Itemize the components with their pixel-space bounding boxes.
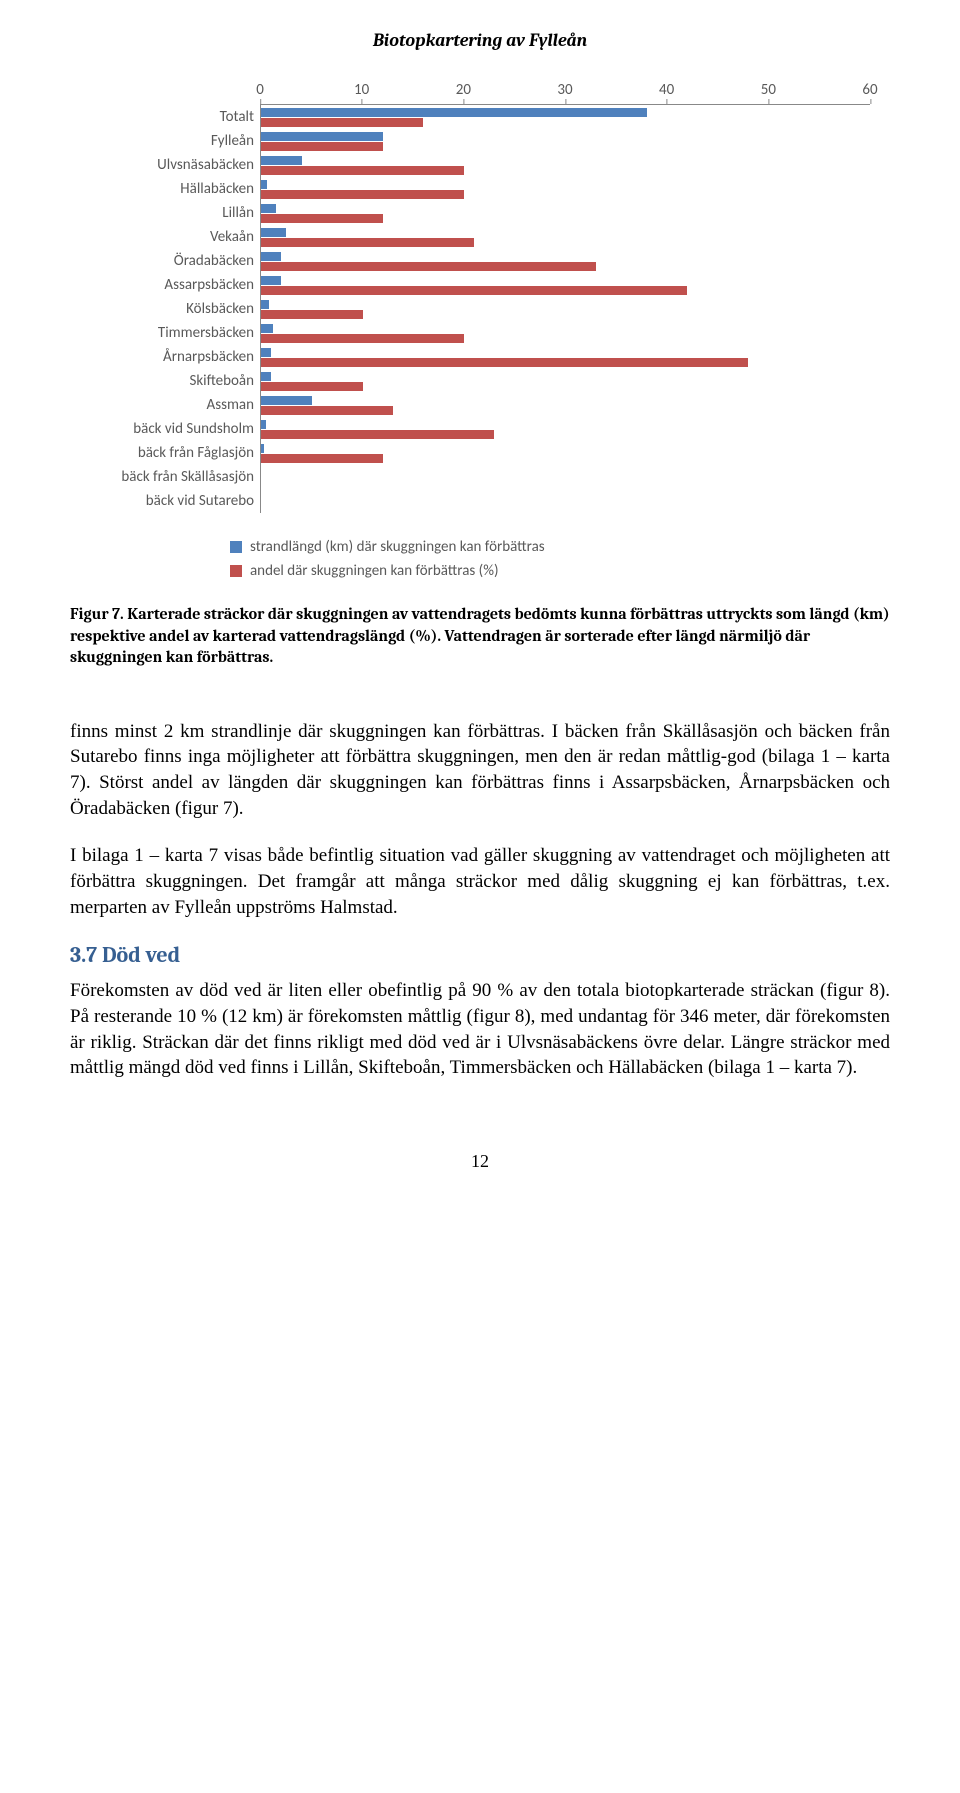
bar-row	[261, 369, 870, 393]
bar-s1	[261, 276, 281, 285]
bar-s1	[261, 396, 312, 405]
bar-s2	[261, 334, 464, 343]
bar-s1	[261, 300, 269, 309]
category-label: Öradabäcken	[90, 249, 254, 273]
bar-s2	[261, 190, 464, 199]
bar-s2	[261, 166, 464, 175]
bar-row	[261, 297, 870, 321]
bar-row	[261, 129, 870, 153]
bar-row	[261, 201, 870, 225]
bar-s2	[261, 118, 423, 127]
category-label: Kölsbäcken	[90, 297, 254, 321]
bar-row	[261, 441, 870, 465]
bar-row	[261, 249, 870, 273]
category-label: Vekaån	[90, 225, 254, 249]
x-tick: 20	[456, 81, 471, 99]
bar-s2	[261, 262, 596, 271]
bar-s1	[261, 180, 267, 189]
bar-s2	[261, 214, 383, 223]
bar-row	[261, 273, 870, 297]
legend-item: andel där skuggningen kan förbättras (%)	[230, 562, 730, 580]
bar-s2	[261, 238, 474, 247]
x-tick: 40	[659, 81, 674, 99]
bar-s2	[261, 406, 393, 415]
x-tick: 30	[557, 81, 572, 99]
bar-s2	[261, 142, 383, 151]
bar-s1	[261, 228, 286, 237]
bar-s1	[261, 252, 281, 261]
category-label: Lillån	[90, 201, 254, 225]
legend-swatch	[230, 565, 242, 577]
x-tick: 10	[354, 81, 369, 99]
x-tick: 50	[761, 81, 776, 99]
bar-s2	[261, 358, 748, 367]
bar-s1	[261, 372, 271, 381]
bar-row	[261, 489, 870, 513]
legend: strandlängd (km) där skuggningen kan för…	[230, 538, 730, 580]
category-label: bäck vid Sundsholm	[90, 417, 254, 441]
bar-s2	[261, 286, 687, 295]
section-body: Förekomsten av död ved är liten eller ob…	[70, 978, 890, 1081]
legend-item: strandlängd (km) där skuggningen kan för…	[230, 538, 730, 556]
x-axis: 0102030405060	[90, 81, 870, 105]
bars-canvas	[260, 105, 870, 513]
legend-label: andel där skuggningen kan förbättras (%)	[250, 562, 499, 580]
category-label: Skifteboån	[90, 369, 254, 393]
bar-row	[261, 417, 870, 441]
page-number: 12	[70, 1151, 890, 1172]
bar-s1	[261, 108, 647, 117]
legend-label: strandlängd (km) där skuggningen kan för…	[250, 538, 545, 556]
category-label: bäck från Skällåsasjön	[90, 465, 254, 489]
bar-row	[261, 393, 870, 417]
category-label: bäck från Fåglasjön	[90, 441, 254, 465]
category-label: Assarpsbäcken	[90, 273, 254, 297]
bar-row	[261, 153, 870, 177]
category-label: Ulvsnäsabäcken	[90, 153, 254, 177]
category-label: Assman	[90, 393, 254, 417]
chart: 0102030405060 TotaltFylleånUlvsnäsabäcke…	[90, 81, 870, 580]
bar-row	[261, 177, 870, 201]
x-tick: 60	[862, 81, 877, 99]
category-label: Totalt	[90, 105, 254, 129]
figure-caption: Figur 7. Karterade sträckor där skuggnin…	[70, 604, 890, 669]
bar-s1	[261, 156, 302, 165]
bar-s1	[261, 348, 271, 357]
paragraph-2: I bilaga 1 – karta 7 visas både befintli…	[70, 843, 890, 920]
bar-s1	[261, 444, 264, 453]
bar-s2	[261, 382, 363, 391]
category-label: Hällabäcken	[90, 177, 254, 201]
bar-s1	[261, 420, 266, 429]
x-tick: 0	[256, 81, 264, 99]
category-label: Årnarpsbäcken	[90, 345, 254, 369]
bar-row	[261, 321, 870, 345]
bar-s1	[261, 132, 383, 141]
bar-s2	[261, 430, 494, 439]
bar-s1	[261, 324, 273, 333]
page-header: Biotopkartering av Fylleån	[70, 30, 890, 51]
bar-s1	[261, 204, 276, 213]
legend-swatch	[230, 541, 242, 553]
category-labels: TotaltFylleånUlvsnäsabäckenHällabäckenLi…	[90, 105, 260, 513]
bar-s2	[261, 454, 383, 463]
category-label: Fylleån	[90, 129, 254, 153]
paragraph-1: finns minst 2 km strandlinje där skuggni…	[70, 719, 890, 822]
category-label: bäck vid Sutarebo	[90, 489, 254, 513]
bar-row	[261, 465, 870, 489]
bar-row	[261, 345, 870, 369]
section-heading: 3.7 Död ved	[70, 942, 890, 968]
category-label: Timmersbäcken	[90, 321, 254, 345]
bar-row	[261, 225, 870, 249]
bar-s2	[261, 310, 363, 319]
bar-row	[261, 105, 870, 129]
